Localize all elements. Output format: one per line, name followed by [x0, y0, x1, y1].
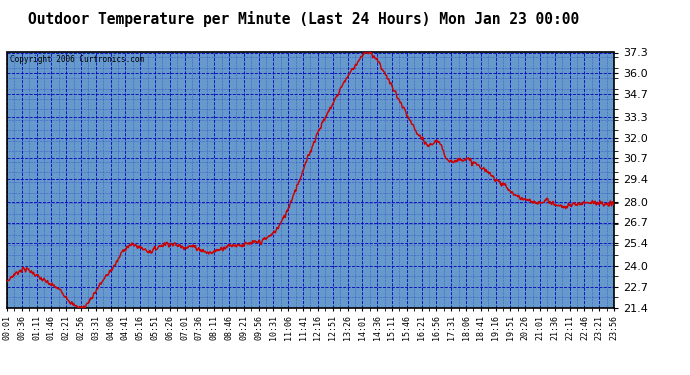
Text: Outdoor Temperature per Minute (Last 24 Hours) Mon Jan 23 00:00: Outdoor Temperature per Minute (Last 24 … [28, 11, 579, 27]
Text: Copyright 2006 Curtronics.com: Copyright 2006 Curtronics.com [10, 55, 144, 64]
